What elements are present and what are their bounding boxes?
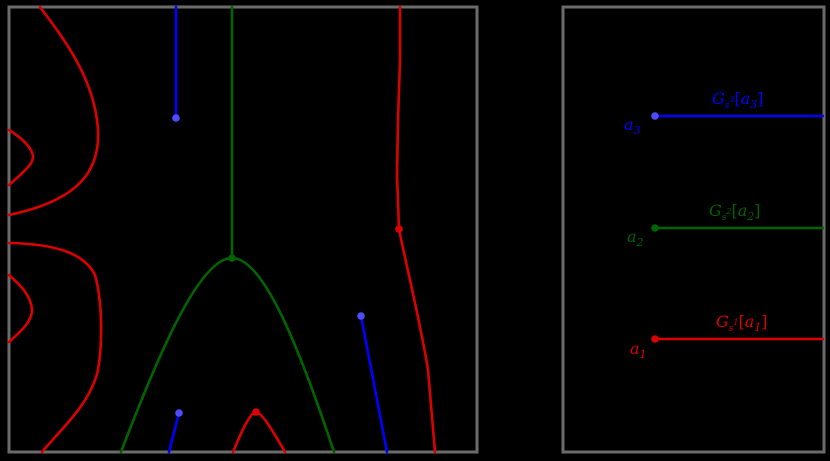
ray-a3-point bbox=[651, 112, 659, 120]
red-point-arch bbox=[252, 408, 260, 416]
blue-point-bottom-right bbox=[357, 312, 365, 320]
red-point-right bbox=[395, 225, 403, 233]
blue-line-bottom-right bbox=[359, 314, 389, 454]
red-curve-left-loop-lower bbox=[7, 273, 34, 344]
ray-a2-point bbox=[651, 224, 659, 232]
green-point-vertex bbox=[228, 254, 236, 262]
red-curve-top-left bbox=[7, 5, 100, 217]
left-panel-frame bbox=[7, 5, 479, 454]
blue-point-bottom-left bbox=[175, 409, 183, 417]
left-panel bbox=[7, 5, 479, 454]
right-panel-frame bbox=[561, 5, 826, 454]
red-curve-left-loop-upper bbox=[7, 128, 35, 187]
blue-line-bottom-left bbox=[167, 411, 181, 454]
blue-point-top bbox=[172, 114, 180, 122]
red-curve-mid-left bbox=[7, 241, 103, 454]
ray-a1-point bbox=[651, 335, 659, 343]
red-curve-right bbox=[395, 5, 437, 454]
